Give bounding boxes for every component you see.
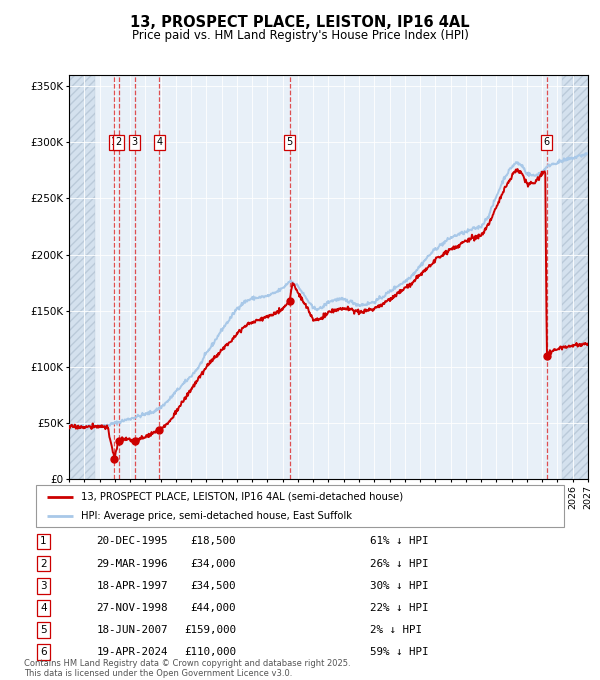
Text: HPI: Average price, semi-detached house, East Suffolk: HPI: Average price, semi-detached house,… — [81, 511, 352, 522]
Text: £159,000: £159,000 — [184, 625, 236, 635]
Text: Price paid vs. HM Land Registry's House Price Index (HPI): Price paid vs. HM Land Registry's House … — [131, 29, 469, 41]
Bar — [562, 75, 588, 479]
Text: 4: 4 — [40, 602, 47, 613]
FancyBboxPatch shape — [36, 485, 564, 527]
Text: 2: 2 — [40, 558, 47, 568]
Text: £110,000: £110,000 — [184, 647, 236, 657]
Text: Contains HM Land Registry data © Crown copyright and database right 2025.
This d: Contains HM Land Registry data © Crown c… — [24, 658, 350, 678]
Text: 6: 6 — [544, 137, 550, 148]
Text: 27-NOV-1998: 27-NOV-1998 — [97, 602, 168, 613]
Text: 13, PROSPECT PLACE, LEISTON, IP16 4AL (semi-detached house): 13, PROSPECT PLACE, LEISTON, IP16 4AL (s… — [81, 492, 403, 502]
Text: 20-DEC-1995: 20-DEC-1995 — [97, 537, 168, 547]
Text: 26% ↓ HPI: 26% ↓ HPI — [370, 558, 428, 568]
Text: 18-JUN-2007: 18-JUN-2007 — [97, 625, 168, 635]
Text: 5: 5 — [40, 625, 47, 635]
Text: 3: 3 — [131, 137, 138, 148]
Text: 59% ↓ HPI: 59% ↓ HPI — [370, 647, 428, 657]
Text: 1: 1 — [111, 137, 118, 148]
Text: 3: 3 — [40, 581, 47, 591]
Text: 6: 6 — [40, 647, 47, 657]
Text: 1: 1 — [40, 537, 47, 547]
Text: 2% ↓ HPI: 2% ↓ HPI — [370, 625, 422, 635]
Text: £44,000: £44,000 — [191, 602, 236, 613]
Text: 13, PROSPECT PLACE, LEISTON, IP16 4AL: 13, PROSPECT PLACE, LEISTON, IP16 4AL — [130, 15, 470, 30]
Text: 22% ↓ HPI: 22% ↓ HPI — [370, 602, 428, 613]
Text: 18-APR-1997: 18-APR-1997 — [97, 581, 168, 591]
Bar — [69, 75, 95, 479]
Text: £34,000: £34,000 — [191, 558, 236, 568]
Text: 2: 2 — [115, 137, 122, 148]
Text: 30% ↓ HPI: 30% ↓ HPI — [370, 581, 428, 591]
Text: £18,500: £18,500 — [191, 537, 236, 547]
Text: 61% ↓ HPI: 61% ↓ HPI — [370, 537, 428, 547]
Text: 29-MAR-1996: 29-MAR-1996 — [97, 558, 168, 568]
Text: 5: 5 — [287, 137, 293, 148]
Text: 4: 4 — [156, 137, 162, 148]
Text: 19-APR-2024: 19-APR-2024 — [97, 647, 168, 657]
Text: £34,500: £34,500 — [191, 581, 236, 591]
